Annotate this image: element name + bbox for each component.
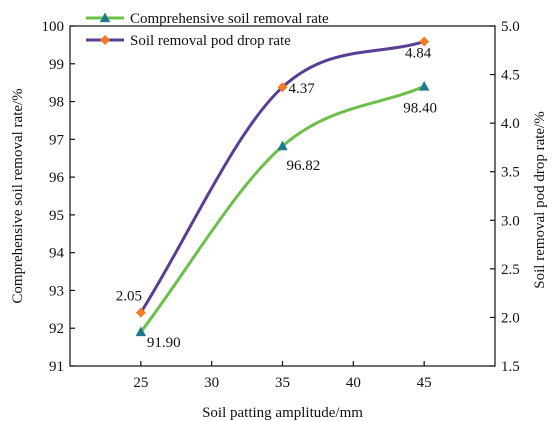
legend-label-1: Comprehensive soil removal rate [130,11,329,27]
x-axis-title: Soil patting amplitude/mm [202,405,363,421]
y2-tick-label: 4.5 [501,68,520,84]
axes [69,25,496,367]
y-tick-label: 92 [49,321,64,337]
legend-label-2: Soil removal pod drop rate [130,33,291,49]
data-label: 4.37 [289,81,316,97]
series-line-1 [139,85,425,333]
data-label: 96.82 [287,158,321,174]
y-tick-label: 100 [42,19,65,35]
y2-tick-label: 3.0 [501,213,520,229]
y-tick-label: 98 [49,95,64,111]
series-layer [135,36,430,337]
legend-diamond-marker [100,35,110,45]
triangle-marker [277,140,288,151]
data-label: 4.84 [405,46,432,62]
diamond-marker [277,82,288,93]
legend-triangle-marker [99,12,111,23]
legend: Comprehensive soil removal rate Soil remo… [86,11,329,49]
y-axis-title-right: Soil removal pod drop rate/% [532,111,548,288]
diamond-marker [135,307,146,318]
diamond-marker [419,36,430,47]
y-axis-title-left: Comprehensive soil removal rate/% [10,88,26,303]
x-tick-label: 30 [204,375,219,391]
y-tick-label: 99 [49,57,64,73]
x-tick-label: 40 [346,375,361,391]
y2-tick-label: 5.0 [501,19,520,35]
y-tick-label: 91 [49,359,64,375]
y-tick-label: 97 [49,132,65,148]
y2-tick-label: 3.5 [501,165,520,181]
triangle-marker [135,326,147,337]
data-label: 91.90 [147,335,181,351]
y-tick-label: 96 [49,170,65,186]
y2-tick-label: 1.5 [501,359,520,375]
y-tick-label: 94 [49,246,65,262]
series-line-2 [139,40,425,314]
tick-marks: 25 30 35 40 45 91 92 93 94 95 96 97 98 99 100 1.5 2.0 2.5… [42,19,520,391]
y2-tick-label: 2.0 [501,310,520,326]
y2-tick-label: 2.5 [501,262,520,278]
data-label: 2.05 [116,289,142,305]
y2-tick-label: 4.0 [501,116,520,132]
plot-frame [69,25,496,367]
data-labels: 91.90 96.82 98.40 2.05 4.37 4.84 [116,46,437,351]
triangle-marker [418,80,430,91]
x-tick-label: 35 [275,375,290,391]
x-tick-label: 25 [133,375,148,391]
x-tick-label: 45 [417,375,432,391]
data-label: 98.40 [403,100,437,116]
y-tick-label: 93 [49,283,64,299]
y-tick-label: 95 [49,208,64,224]
